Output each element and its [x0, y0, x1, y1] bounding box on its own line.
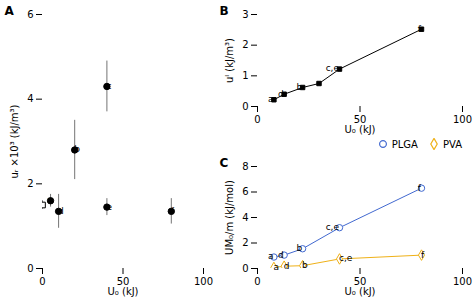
svg-text:c: c: [106, 81, 111, 91]
svg-text:100: 100: [194, 276, 213, 287]
svg-text:6: 6: [242, 186, 248, 197]
html-text:PLGA: PLGA: [391, 138, 418, 150]
svg-text:6: 6: [27, 9, 33, 20]
svg-text:50: 50: [353, 275, 367, 287]
svg-text:c,e: c,e: [339, 253, 353, 263]
svg-text:f: f: [418, 183, 422, 193]
svg-text:a: a: [273, 262, 279, 272]
svg-text:b: b: [74, 144, 80, 154]
svg-text:a: a: [268, 94, 274, 104]
svg-text:uᴵ (kJ/m³): uᴵ (kJ/m³): [224, 38, 235, 83]
svg-text:0: 0: [242, 101, 248, 112]
svg-text:C: C: [220, 156, 229, 170]
svg-text:U₀ (kJ): U₀ (kJ): [344, 124, 375, 135]
svg-text:U₀ (kJ): U₀ (kJ): [344, 286, 375, 297]
svg-text:2: 2: [242, 39, 248, 50]
svg-text:100: 100: [453, 276, 472, 287]
svg-text:0: 0: [254, 276, 260, 287]
svg-text:b: b: [296, 243, 302, 253]
svg-text:a: a: [47, 195, 53, 205]
svg-text:uᵣ ×10³ (kJ/m³): uᵣ ×10³ (kJ/m³): [9, 104, 20, 178]
svg-text:0: 0: [242, 263, 248, 274]
svg-text:0: 0: [254, 114, 260, 125]
svg-text:f: f: [418, 24, 422, 34]
svg-text:e: e: [106, 201, 112, 211]
svg-text:4: 4: [27, 93, 33, 104]
svg-text:B: B: [220, 4, 229, 18]
svg-text:b: b: [302, 260, 308, 270]
svg-text:d: d: [278, 249, 284, 259]
svg-text:3: 3: [242, 9, 248, 20]
svg-text:0: 0: [27, 263, 33, 274]
svg-text:2: 2: [27, 178, 33, 189]
svg-text:100: 100: [453, 114, 472, 125]
svg-text:0: 0: [39, 276, 45, 287]
svg-text:d: d: [284, 261, 290, 271]
svg-text:2: 2: [242, 237, 248, 248]
svg-text:1: 1: [242, 70, 248, 81]
svg-text:b: b: [296, 82, 302, 92]
svg-text:a: a: [268, 251, 274, 261]
svg-text:50: 50: [116, 275, 130, 287]
svg-text:c,e: c,e: [326, 63, 340, 73]
svg-text:A: A: [5, 4, 15, 18]
svg-text:c,e: c,e: [326, 222, 340, 232]
svg-text:d: d: [58, 206, 64, 216]
svg-text:8: 8: [242, 161, 248, 172]
svg-text:f: f: [421, 249, 425, 259]
svg-text:U₀ (kJ): U₀ (kJ): [107, 286, 138, 297]
svg-text:f: f: [171, 206, 175, 216]
svg-text:50: 50: [353, 113, 367, 125]
svg-text:4: 4: [242, 212, 248, 223]
html-text:PVA: PVA: [442, 138, 462, 150]
svg-text:d: d: [278, 89, 284, 99]
svg-text:UM₀/m (kJ/mol): UM₀/m (kJ/mol): [224, 180, 235, 255]
